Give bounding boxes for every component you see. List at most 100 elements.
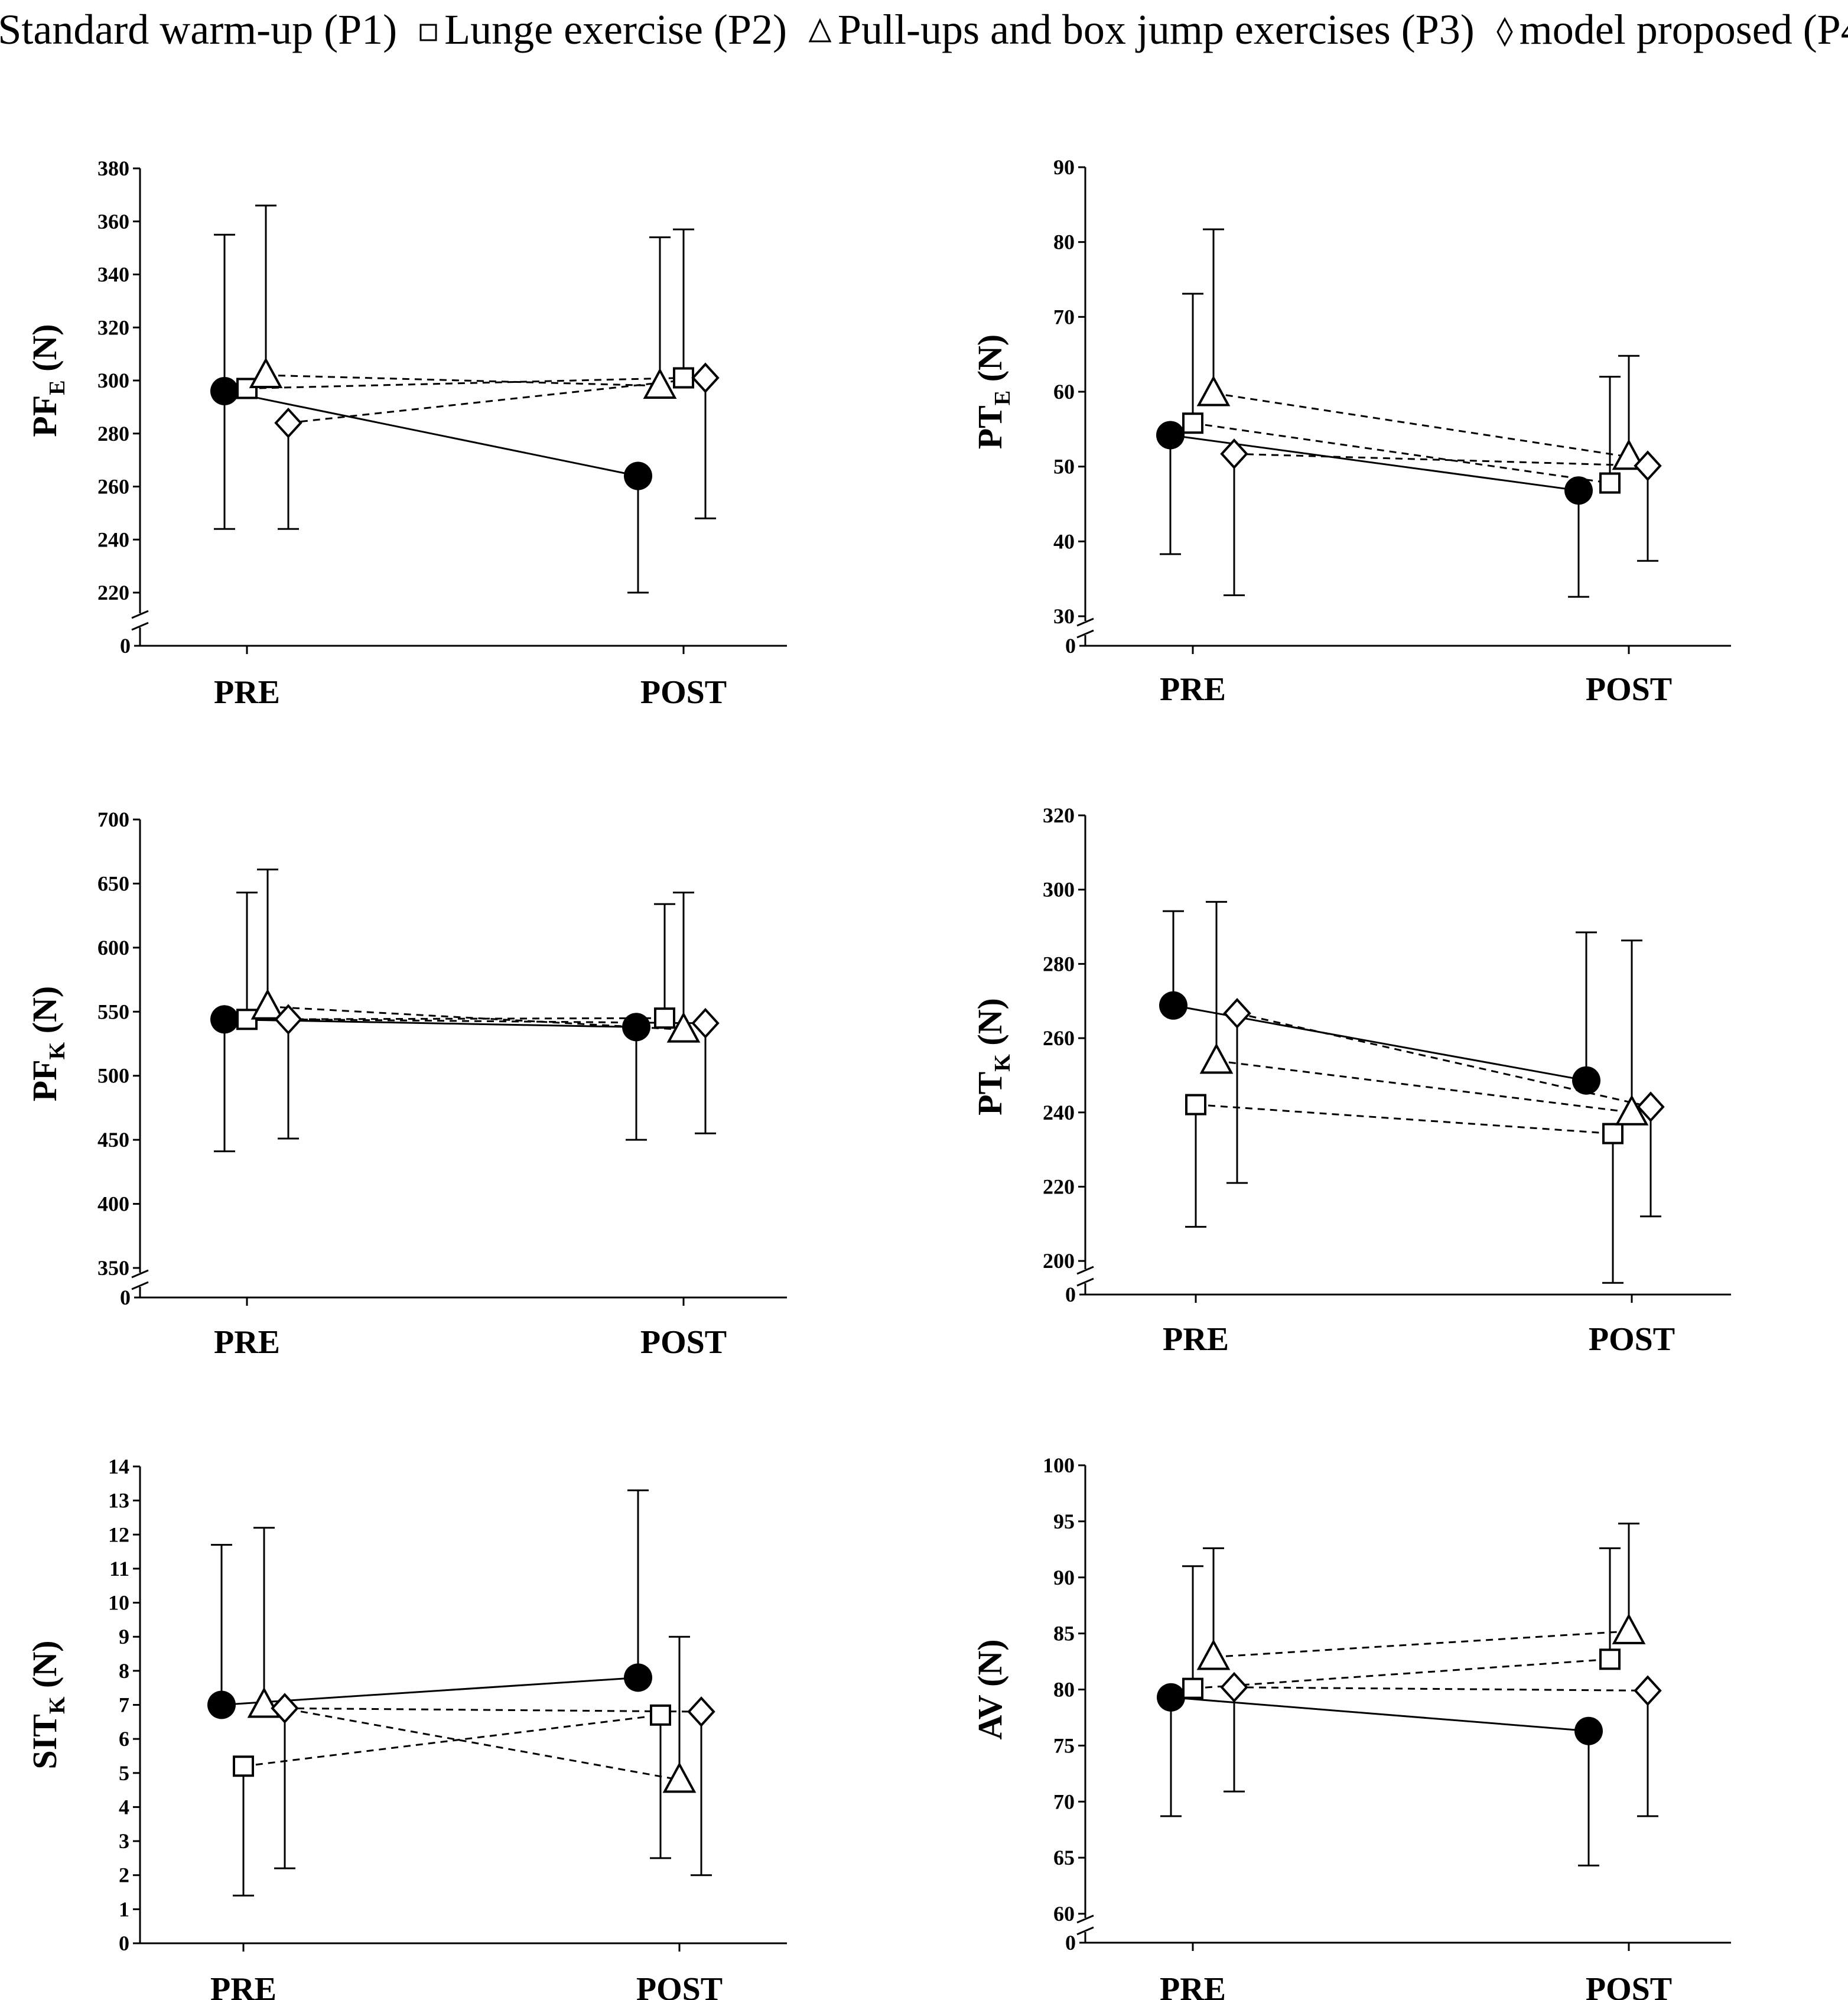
axis-break-mark <box>1076 1914 1094 1924</box>
point-square-post <box>1602 1123 1623 1144</box>
point-triangle-post <box>1612 439 1646 470</box>
series-line-diamond <box>1234 453 1648 467</box>
y-tick-label: 80 <box>1053 230 1075 254</box>
y-tick-label: 6 <box>119 1727 129 1751</box>
axis-break-mark <box>131 1281 149 1290</box>
y-tick-label: 5 <box>119 1761 129 1785</box>
series-line-square <box>1192 422 1611 484</box>
y-tick-label: 320 <box>97 316 129 339</box>
y-tick-label: 65 <box>1053 1846 1075 1869</box>
series-line-square <box>243 1714 661 1767</box>
axis-break-mark <box>131 622 149 631</box>
y-tick-label: 300 <box>97 369 129 392</box>
point-square-post <box>1599 1648 1621 1670</box>
zero-tick-label: 0 <box>120 634 131 658</box>
point-circle-pre <box>210 376 239 405</box>
point-circle-post <box>1574 1716 1603 1745</box>
y-tick-label: 8 <box>119 1659 129 1683</box>
series-line-square <box>246 1017 665 1020</box>
x-tick-label-post: POST <box>1586 1971 1672 2000</box>
y-tick-label: 75 <box>1053 1734 1075 1757</box>
zero-tick-label: 0 <box>1065 634 1076 658</box>
point-square-post <box>1599 472 1621 494</box>
point-triangle-post <box>643 368 677 399</box>
y-tick-label: 280 <box>1043 952 1075 975</box>
point-circle-post <box>1564 476 1593 505</box>
x-tick-label-pre: PRE <box>1160 671 1226 708</box>
y-tick-label: 9 <box>119 1625 129 1648</box>
y-tick-label: 220 <box>1043 1175 1075 1198</box>
point-circle-pre <box>1156 421 1185 450</box>
legend-entry-p1: Standard warm-up (P1) <box>0 5 397 54</box>
point-circle-pre <box>1157 1683 1185 1712</box>
y-tick-label: 2 <box>119 1864 129 1887</box>
legend-triangle-icon <box>808 18 832 43</box>
y-tick-label: 10 <box>108 1591 129 1615</box>
series-line-circle <box>1170 1696 1589 1732</box>
y-tick-label: 90 <box>1053 155 1075 179</box>
point-square-post <box>673 367 694 389</box>
series-line-circle <box>224 390 639 477</box>
series-line-triangle <box>265 374 661 387</box>
legend: Standard warm-up (P1) Lunge exercise (P2… <box>0 0 1848 59</box>
y-tick-label: 320 <box>1043 804 1075 827</box>
y-tick-label: 550 <box>97 1000 129 1023</box>
series-line-square <box>1192 1658 1611 1690</box>
y-tick-label: 240 <box>97 528 129 551</box>
x-tick-label-pre: PRE <box>210 1971 276 2000</box>
y-axis-label: AV (N) <box>971 1639 1009 1739</box>
point-diamond-pre <box>1223 998 1251 1029</box>
axis-break-mark <box>131 610 149 619</box>
y-tick-label: 40 <box>1053 529 1075 553</box>
series-line-diamond <box>1234 1686 1648 1692</box>
y-tick-label: 350 <box>97 1256 129 1280</box>
point-square-post <box>650 1704 671 1726</box>
y-tick-label: 280 <box>97 422 129 445</box>
series-line-triangle <box>1213 392 1629 458</box>
legend-label-p1: Standard warm-up (P1) <box>0 5 398 53</box>
legend-entry-p3: Pull-ups and box jump exercises (P3) <box>808 5 1475 54</box>
point-square-pre <box>1185 1094 1206 1116</box>
y-axis-label: SITK (N) <box>25 1640 70 1769</box>
chart-panel-4: 0 200 220 240 260 280 300 320 PRE POST PTK (N) <box>971 804 1731 1358</box>
point-circle-post <box>624 461 652 490</box>
y-tick-label: 4 <box>119 1795 129 1819</box>
chart-panel-6: 0 60 65 70 75 80 85 90 95 100 PRE POST AV (N) <box>971 1453 1731 2000</box>
zero-tick-label: 0 <box>1065 1931 1076 1955</box>
series-line-triangle <box>1213 1630 1629 1658</box>
y-tick-label: 380 <box>97 157 129 180</box>
y-tick-label: 50 <box>1053 455 1075 479</box>
series-line-diamond <box>284 1707 702 1713</box>
axis-break-mark <box>1076 629 1094 639</box>
x-tick-label-post: POST <box>1589 1321 1675 1358</box>
point-square-pre <box>1182 412 1203 434</box>
chart-panel-1: 0 220 240 260 280 300 320 340 360 380 PRE POST PFE (… <box>25 157 787 711</box>
x-tick-label-pre: PRE <box>1160 1971 1226 2000</box>
y-axis-label: PTK (N) <box>971 998 1015 1116</box>
zero-tick-label: 0 <box>1065 1283 1076 1306</box>
axis-break-mark <box>1076 1926 1094 1936</box>
series-line-diamond <box>288 377 706 424</box>
y-tick-label: 200 <box>1043 1249 1075 1273</box>
zero-tick-label: 0 <box>120 1286 131 1309</box>
y-tick-label: 14 <box>108 1455 129 1478</box>
y-axis-label: PFK (N) <box>25 986 70 1101</box>
point-triangle-post <box>662 1762 697 1793</box>
y-axis-label: PTE (N) <box>971 334 1015 450</box>
y-tick-label: 3 <box>119 1829 129 1853</box>
y-tick-label: 80 <box>1053 1678 1075 1702</box>
axis-break-mark <box>1076 617 1094 627</box>
series-line-square <box>246 377 684 389</box>
y-tick-label: 12 <box>108 1523 129 1546</box>
point-triangle-post <box>666 1012 701 1043</box>
x-tick-label-post: POST <box>1586 671 1672 708</box>
point-circle-pre <box>207 1690 236 1719</box>
y-tick-label: 300 <box>1043 878 1075 902</box>
x-tick-label-post: POST <box>640 674 727 711</box>
axis-break-mark <box>1076 1277 1094 1287</box>
point-diamond-pre <box>274 407 302 438</box>
point-circle-post <box>1572 1066 1600 1095</box>
point-circle-pre <box>1159 991 1187 1020</box>
x-tick-label-pre: PRE <box>1163 1321 1229 1358</box>
point-diamond-post <box>1634 450 1662 482</box>
